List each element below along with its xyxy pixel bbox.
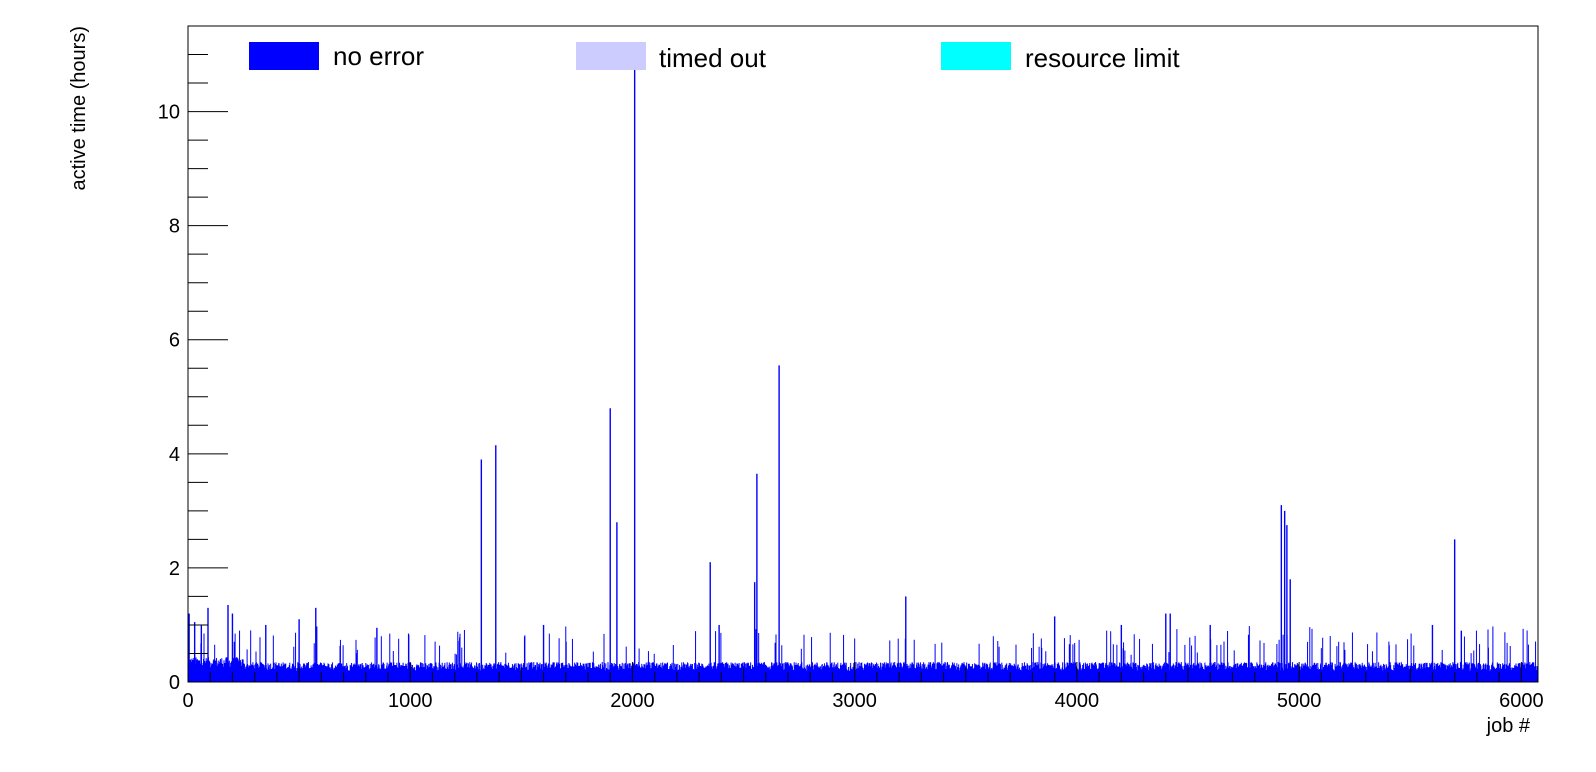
x-tick-label: 2000 xyxy=(610,690,655,712)
y-axis-label: active time (hours) xyxy=(68,26,90,191)
x-tick-label: 4000 xyxy=(1055,690,1100,712)
y-axis: 0 2 4 6 8 10 xyxy=(158,25,228,694)
x-tick-label: 1000 xyxy=(388,690,433,712)
x-tick-label: 0 xyxy=(182,690,193,712)
plot-area xyxy=(188,26,1538,682)
y-tick-label: 0 xyxy=(169,672,180,694)
legend-label-no-error: no error xyxy=(333,41,424,71)
x-axis: 0 1000 2000 3000 4000 5000 6000 xyxy=(182,662,1544,712)
x-tick-label: 3000 xyxy=(832,690,877,712)
legend-swatch-timed-out xyxy=(576,42,646,70)
legend: no error timed out resource limit xyxy=(249,41,1180,73)
legend-label-timed-out: timed out xyxy=(659,43,767,73)
x-tick-label: 6000 xyxy=(1499,690,1544,712)
y-tick-label: 10 xyxy=(158,102,180,124)
legend-swatch-no-error xyxy=(249,42,319,70)
legend-swatch-resource-limit xyxy=(941,42,1011,70)
y-tick-label: 2 xyxy=(169,558,180,580)
y-tick-label: 8 xyxy=(169,216,180,238)
bars-group xyxy=(187,65,1538,682)
y-tick-label: 6 xyxy=(169,330,180,352)
x-axis-label: job # xyxy=(1486,715,1531,737)
x-tick-label: 5000 xyxy=(1277,690,1322,712)
plot-frame xyxy=(187,25,1539,683)
y-tick-label: 4 xyxy=(169,444,180,466)
legend-label-resource-limit: resource limit xyxy=(1025,43,1180,73)
